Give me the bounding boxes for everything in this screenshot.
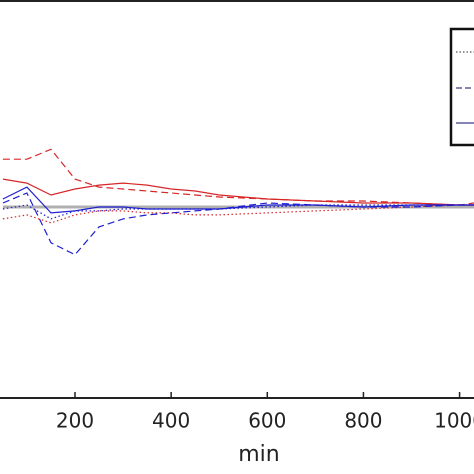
- x-tick-label: 400: [152, 409, 190, 433]
- series-line: [2, 204, 474, 220]
- legend-box: [449, 27, 474, 147]
- series-line: [2, 148, 474, 206]
- series-line: [2, 192, 474, 256]
- x-tick-label: 800: [344, 409, 382, 433]
- x-tick-label: 600: [248, 409, 286, 433]
- legend: [449, 27, 474, 147]
- x-tick-label: 200: [56, 409, 94, 433]
- series-line: [2, 204, 474, 224]
- x-axis-label: min: [238, 442, 280, 467]
- series-line: [2, 178, 474, 206]
- x-tick-label: 1000: [434, 409, 474, 433]
- series-line: [2, 186, 474, 214]
